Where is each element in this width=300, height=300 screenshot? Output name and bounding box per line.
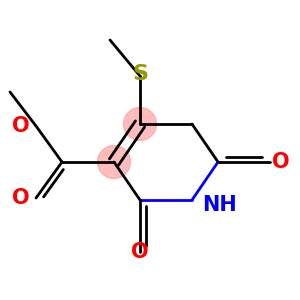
Text: O: O [12,188,30,208]
Text: S: S [132,64,148,84]
Text: O: O [12,116,30,136]
Text: O: O [272,152,290,172]
Circle shape [124,107,157,140]
Circle shape [98,146,130,178]
Text: NH: NH [202,195,237,215]
Text: O: O [131,242,149,262]
